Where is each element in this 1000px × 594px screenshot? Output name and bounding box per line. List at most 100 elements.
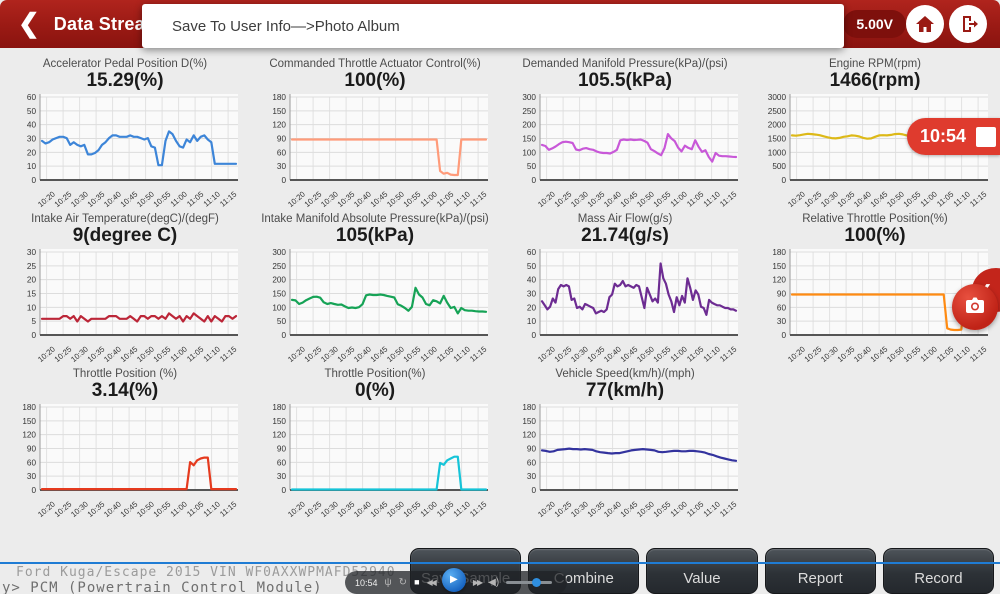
svg-text:11:05: 11:05 [685,189,706,208]
chart-plot: 10:20 10:25 10:30 10:35 10:40 10:45 10:50 10:55… [254,92,497,224]
chart-plot: 10:20 10:25 10:30 10:35 10:40 10:45 10:50 10:55… [4,247,247,379]
svg-text:11:10: 11:10 [201,344,222,363]
chart-card-accelerator-pedal[interactable]: Accelerator Pedal Position D(%) 15.29(%)… [0,52,250,209]
toast-text: Save To User Info—>Photo Album [172,17,400,35]
svg-text:30: 30 [526,472,536,481]
chart-card-intake-manifold-pressure[interactable]: Intake Manifold Absolute Pressure(kPa)/(… [250,207,500,364]
svg-text:10: 10 [26,162,36,171]
screenshot-button[interactable] [952,284,998,330]
back-icon[interactable]: ❮ [18,8,40,38]
stop-recording-icon[interactable] [976,126,997,147]
svg-text:11:10: 11:10 [451,344,472,363]
svg-text:200: 200 [522,121,536,130]
svg-text:60: 60 [526,248,536,257]
chart-title: Demanded Manifold Pressure(kPa)/(psi) [522,58,728,70]
rewind-icon[interactable]: ◀◀ [426,577,437,587]
svg-text:60: 60 [26,458,36,467]
svg-text:20: 20 [526,303,536,312]
chart-plot: 10:20 10:25 10:30 10:35 10:40 10:45 10:50 10:55… [254,402,497,534]
svg-text:2500: 2500 [767,107,786,116]
battery-voltage-badge: 5.00V [843,10,906,38]
svg-text:0: 0 [31,486,36,495]
svg-text:11:05: 11:05 [185,499,206,518]
chart-title: Intake Air Temperature(degC)/(degF) [31,213,219,225]
svg-text:30: 30 [276,472,286,481]
svg-text:11:15: 11:15 [468,344,489,363]
chart-card-commanded-throttle[interactable]: Commanded Throttle Actuator Control(%) 1… [250,52,500,209]
svg-text:10:35: 10:35 [85,499,106,519]
exit-button[interactable] [949,5,987,43]
chart-card-relative-throttle-position[interactable]: Relative Throttle Position(%) 100(%) 10:… [750,207,1000,364]
chart-title: Throttle Position (%) [72,368,178,380]
home-icon [913,12,937,36]
svg-text:200: 200 [272,276,286,285]
svg-text:30: 30 [26,248,36,257]
svg-text:150: 150 [772,262,786,271]
volume-slider-thumb[interactable] [532,578,542,587]
svg-text:180: 180 [272,93,286,102]
svg-text:30: 30 [26,135,36,144]
svg-text:90: 90 [276,135,286,144]
toast-message: Save To User Info—>Photo Album [142,4,844,48]
home-button[interactable] [906,5,944,43]
chart-card-vehicle-speed[interactable]: Vehicle Speed(km/h)/(mph) 77(km/h) 10:20… [500,362,750,519]
volume-slider[interactable] [506,578,553,587]
svg-text:300: 300 [272,248,286,257]
volume-icon[interactable]: ◀) [488,576,500,588]
value-button[interactable]: Value [646,548,758,594]
svg-text:0: 0 [531,176,536,185]
report-button[interactable]: Report [764,548,876,594]
svg-text:120: 120 [772,276,786,285]
svg-text:11:10: 11:10 [701,344,722,363]
svg-text:10:55: 10:55 [151,499,172,519]
svg-text:10:35: 10:35 [585,499,606,519]
svg-text:11:10: 11:10 [451,189,472,208]
loop-icon[interactable]: ↻ [398,576,408,588]
chart-card-intake-air-temperature[interactable]: Intake Air Temperature(degC)/(degF) 9(de… [0,207,250,364]
svg-text:11:10: 11:10 [951,189,972,208]
svg-text:0: 0 [781,176,786,185]
svg-text:0: 0 [781,331,786,340]
svg-text:11:00: 11:00 [668,189,689,208]
svg-text:180: 180 [22,403,36,412]
svg-text:10:30: 10:30 [569,499,590,519]
chart-current-value: 105.5(kPa) [577,70,672,91]
screen-recorder-bar: 10:54 ψ ↻ ■ ◀◀ ▶ ▶▶ ◀) [345,567,567,594]
play-button[interactable]: ▶ [441,567,466,592]
chart-current-value: 1466(rpm) [829,70,921,91]
svg-text:10:25: 10:25 [302,499,323,519]
record-button[interactable]: Record [882,548,995,594]
camera-icon [963,293,987,322]
chart-card-throttle-position[interactable]: Throttle Position(%) 0(%) 10:20 10:25 10:3… [250,362,500,519]
recording-timer-badge[interactable]: 10:54 [907,118,1000,155]
chart-plot: 10:20 10:25 10:30 10:35 10:40 10:45 10:50 10:55… [754,92,997,224]
svg-text:11:15: 11:15 [218,189,239,208]
chart-card-mass-air-flow[interactable]: Mass Air Flow(g/s) 21.74(g/s) 10:20 10:25… [500,207,750,364]
svg-text:30: 30 [26,472,36,481]
svg-text:11:05: 11:05 [685,344,706,363]
svg-text:11:05: 11:05 [935,189,956,208]
mic-icon[interactable]: ψ [384,576,392,588]
svg-text:11:15: 11:15 [218,344,239,363]
chart-card-demanded-manifold-pressure[interactable]: Demanded Manifold Pressure(kPa)/(psi) 10… [500,52,750,209]
play-icon: ▶ [449,574,458,585]
svg-text:11:05: 11:05 [935,344,956,363]
svg-text:11:00: 11:00 [168,189,189,208]
svg-text:10:20: 10:20 [536,499,557,519]
svg-text:11:05: 11:05 [435,189,456,208]
svg-text:0: 0 [281,176,286,185]
svg-text:11:00: 11:00 [918,344,939,363]
fast-forward-icon[interactable]: ▶▶ [472,577,483,587]
svg-text:15: 15 [26,290,36,299]
svg-text:90: 90 [26,445,36,454]
svg-text:500: 500 [772,162,786,171]
stop-icon[interactable]: ■ [414,577,420,587]
svg-text:10:25: 10:25 [552,499,573,519]
screenshot-fab-group: ❮ [940,268,1000,338]
chart-current-value: 3.14(%) [91,380,159,401]
chart-card-throttle-position-abs[interactable]: Throttle Position (%) 3.14(%) 10:20 10:25… [0,362,250,519]
svg-text:0: 0 [281,331,286,340]
svg-text:1500: 1500 [767,135,786,144]
svg-text:120: 120 [272,431,286,440]
svg-text:50: 50 [26,107,36,116]
